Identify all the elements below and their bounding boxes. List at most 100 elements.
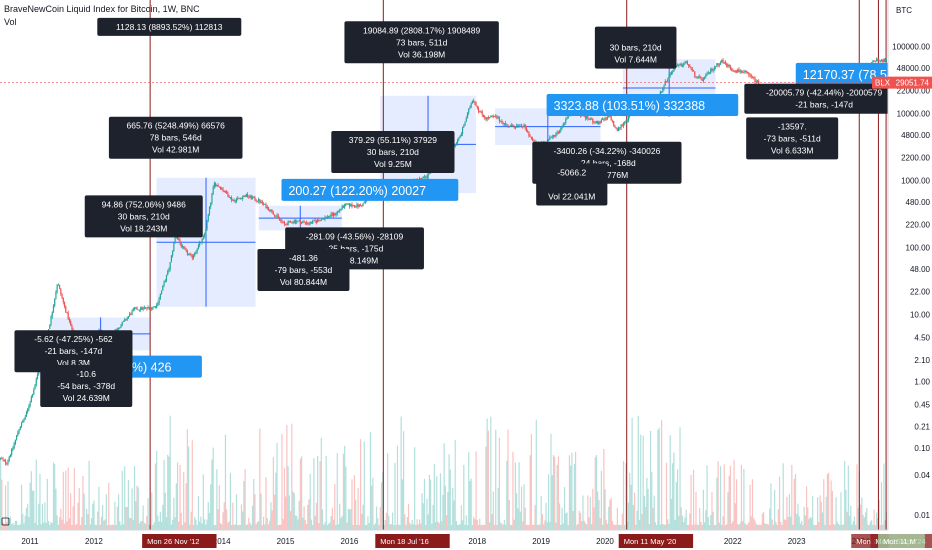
volume-bar <box>851 524 853 530</box>
volume-bar <box>465 515 467 530</box>
candle-body <box>473 100 475 102</box>
volume-bar <box>594 457 596 530</box>
volume-bar <box>672 463 674 530</box>
volume-bar <box>659 524 661 530</box>
candle-body <box>758 80 760 87</box>
volume-bar <box>699 507 701 530</box>
volume-bar <box>363 441 365 530</box>
volume-bar <box>775 521 777 530</box>
volume-bar <box>267 524 270 530</box>
volume-bar <box>595 454 598 530</box>
volume-bar <box>880 482 883 530</box>
volume-bar <box>51 522 53 530</box>
volume-bar <box>458 524 460 530</box>
candle-body <box>323 218 325 220</box>
volume-bar <box>22 513 24 530</box>
volume-bar <box>73 468 75 530</box>
volume-bar <box>649 430 652 530</box>
candle-body <box>244 195 246 197</box>
volume-bar <box>179 465 181 530</box>
volume-bar <box>448 454 450 530</box>
volume-bar <box>609 499 611 530</box>
volume-bar <box>860 504 862 530</box>
volume-bar <box>195 519 197 530</box>
volume-bar <box>501 523 503 530</box>
y-tick-label: 4800.00 <box>901 131 930 140</box>
candle-body <box>67 312 69 320</box>
candle-body <box>117 328 120 330</box>
candle-body <box>237 197 239 200</box>
volume-bar <box>274 494 276 530</box>
volume-bar <box>874 525 876 530</box>
volume-bar <box>873 509 875 530</box>
volume-bar <box>447 492 449 530</box>
candle-body <box>724 61 727 64</box>
candle-body <box>222 188 224 191</box>
settings-icon[interactable] <box>1 517 10 526</box>
volume-bar <box>737 523 739 530</box>
volume-bar <box>233 524 235 530</box>
volume-bar <box>560 524 562 530</box>
volume-bar <box>224 434 227 530</box>
candle-body <box>347 203 349 205</box>
candle-body <box>728 64 730 67</box>
volume-bar <box>661 420 663 530</box>
volume-bar <box>690 474 692 530</box>
candle-body <box>458 137 460 140</box>
volume-bar <box>614 524 616 530</box>
volume-bar <box>269 520 271 530</box>
candle-body <box>469 107 471 109</box>
y-tick-label: 480.00 <box>906 198 931 207</box>
y-tick-label: 1.00 <box>914 377 930 386</box>
volume-bar <box>11 524 13 530</box>
volume-bar <box>519 511 521 530</box>
candle-body <box>4 460 7 464</box>
candle-body <box>551 136 553 138</box>
volume-bar <box>554 456 556 530</box>
candle-body <box>71 325 73 330</box>
candle-body <box>234 200 236 202</box>
candle-body <box>625 121 627 123</box>
volume-bar <box>504 524 507 530</box>
volume-bar <box>379 507 381 530</box>
volume-bar <box>131 488 133 530</box>
volume-bar <box>84 524 87 530</box>
tooltip-line: Vol 80.844M <box>280 277 327 287</box>
candle-body <box>594 122 596 124</box>
volume-bar <box>371 485 373 530</box>
volume-bar <box>298 500 300 530</box>
candle-body <box>427 172 429 177</box>
volume-bar <box>226 509 228 530</box>
candle-body <box>9 454 12 457</box>
candle-body <box>615 127 617 129</box>
volume-bar <box>845 489 847 530</box>
volume-bar <box>602 524 604 530</box>
candle-body <box>213 183 216 187</box>
candle-body <box>875 58 878 61</box>
volume-bar <box>315 502 317 530</box>
volume-bar <box>215 524 217 530</box>
volume-bar <box>28 517 30 530</box>
candle-body <box>618 127 620 131</box>
volume-bar <box>172 520 174 530</box>
volume-bar <box>423 479 426 530</box>
volume-bar <box>136 485 138 530</box>
candle-body <box>49 324 51 329</box>
volume-bar <box>325 456 327 530</box>
candle-body <box>218 186 220 188</box>
volume-bar <box>813 524 815 530</box>
volume-bar <box>631 417 633 530</box>
volume-bar <box>208 512 211 530</box>
y-tick-label: 2200.00 <box>901 154 930 163</box>
volume-bar <box>545 502 547 530</box>
highlight-box <box>546 94 739 117</box>
volume-bar <box>463 464 465 530</box>
volume-bar <box>305 524 308 530</box>
candle-body <box>681 65 684 67</box>
volume-bar <box>9 516 12 530</box>
volume-bar <box>351 479 353 530</box>
volume-bar <box>350 509 352 530</box>
volume-bar <box>401 479 403 530</box>
candle-body <box>498 117 501 122</box>
